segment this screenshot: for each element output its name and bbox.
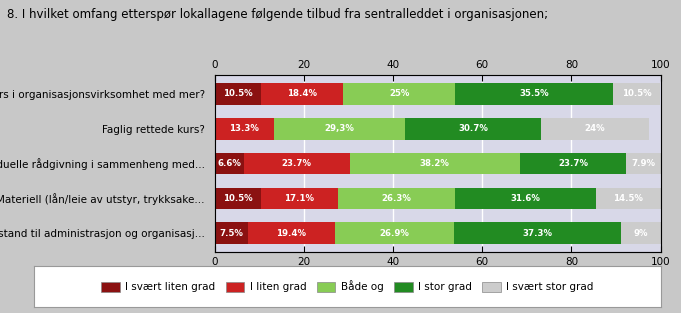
Text: 26.3%: 26.3% [381,194,411,203]
Bar [215,118,274,140]
Bar [215,83,262,105]
Bar [343,83,455,105]
Bar [334,222,454,244]
Text: 24%: 24% [585,124,605,133]
Bar [614,83,660,105]
Bar [455,83,614,105]
Bar [349,153,520,174]
Bar [248,222,334,244]
Text: 23.7%: 23.7% [558,159,588,168]
Text: 6.6%: 6.6% [217,159,241,168]
Text: 7.9%: 7.9% [631,159,655,168]
Text: 23.7%: 23.7% [282,159,312,168]
Bar [455,187,596,209]
Text: 14.5%: 14.5% [614,194,643,203]
Bar [626,153,661,174]
Text: 9%: 9% [634,228,648,238]
Text: 13.3%: 13.3% [229,124,259,133]
Text: 35.5%: 35.5% [520,90,549,99]
Text: 19.4%: 19.4% [276,228,306,238]
Bar [215,187,262,209]
Text: 29,3%: 29,3% [324,124,354,133]
Legend: I svært liten grad, I liten grad, Både og, I stor grad, I svært stor grad: I svært liten grad, I liten grad, Både o… [97,276,598,296]
Text: 10.5%: 10.5% [622,90,652,99]
Text: 10.5%: 10.5% [223,90,253,99]
Bar [338,187,455,209]
Text: 31.6%: 31.6% [511,194,540,203]
Bar [520,153,626,174]
Text: 37.3%: 37.3% [523,228,553,238]
Bar [262,83,343,105]
Text: 38.2%: 38.2% [420,159,450,168]
Bar [541,118,648,140]
Text: 18.4%: 18.4% [287,90,317,99]
Bar [262,187,338,209]
Text: 17.1%: 17.1% [285,194,315,203]
Bar [596,187,661,209]
Text: 25%: 25% [389,90,409,99]
Text: 10.5%: 10.5% [223,194,253,203]
Bar [621,222,661,244]
Bar [454,222,621,244]
Text: 8. I hvilket omfang etterspør lokallagene følgende tilbud fra sentralleddet i or: 8. I hvilket omfang etterspør lokallagen… [7,8,548,21]
Bar [405,118,541,140]
Bar [274,118,405,140]
Bar [215,153,244,174]
Text: 30.7%: 30.7% [458,124,488,133]
Bar [244,153,349,174]
Text: 26.9%: 26.9% [379,228,409,238]
Bar [215,222,248,244]
Text: 7.5%: 7.5% [219,228,243,238]
